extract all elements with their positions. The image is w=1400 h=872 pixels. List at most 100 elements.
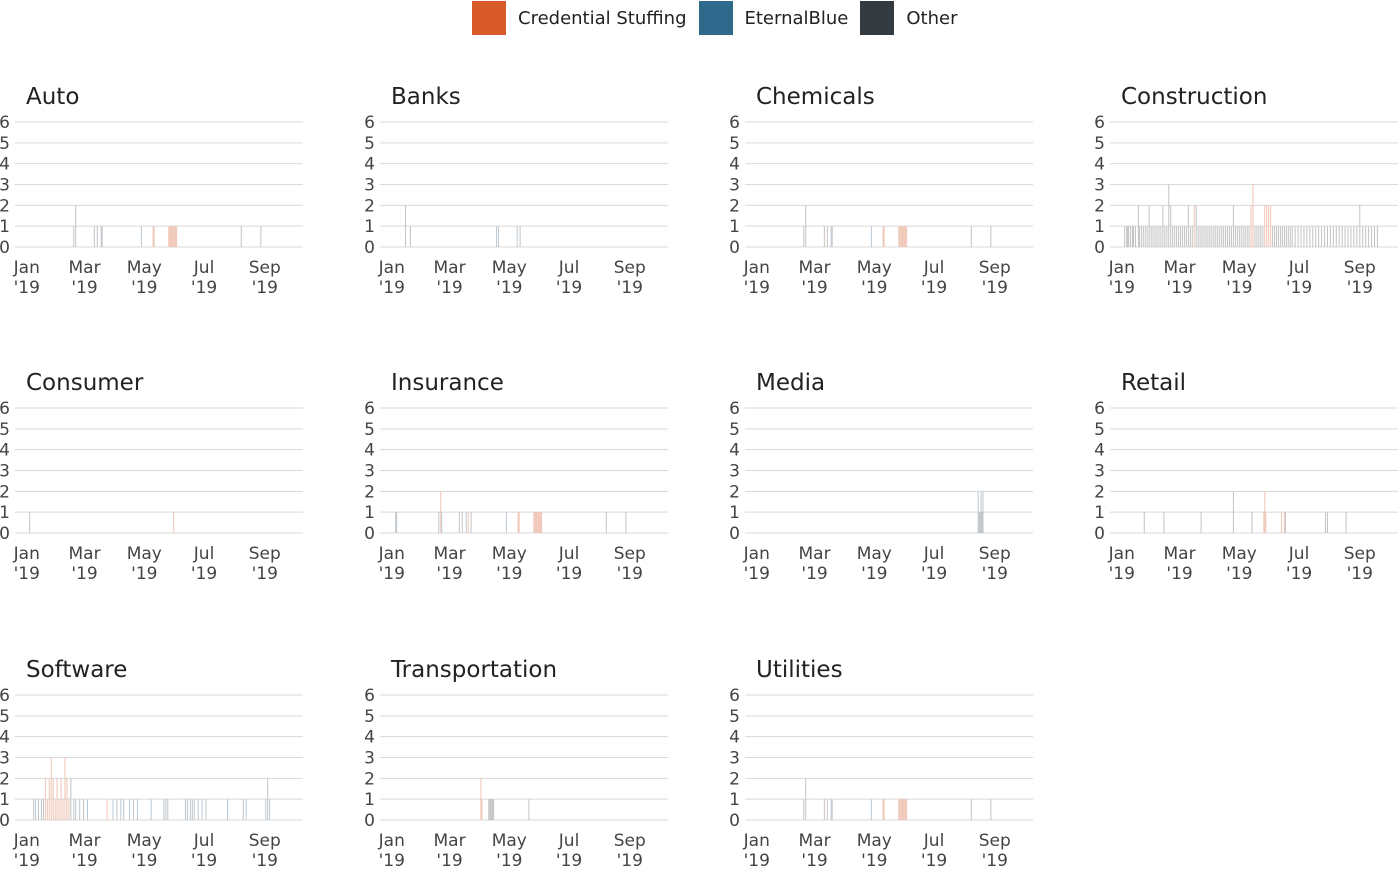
bar	[1191, 226, 1193, 247]
bar	[1248, 226, 1250, 247]
bar	[805, 205, 807, 247]
y-tick-label: 4	[364, 728, 375, 748]
bar	[176, 226, 178, 247]
bar	[903, 226, 905, 247]
bar	[1356, 226, 1358, 247]
bar	[1240, 226, 1242, 247]
bar	[465, 512, 467, 533]
bar	[493, 799, 495, 820]
y-tick-label: 3	[0, 749, 10, 769]
bar	[1284, 512, 1286, 533]
bar	[129, 799, 131, 820]
bar	[978, 512, 980, 533]
bar	[1341, 226, 1343, 247]
panel-title: Utilities	[756, 657, 843, 683]
bar	[831, 226, 833, 247]
bar	[1280, 512, 1282, 533]
x-tick-label: Mar '19	[799, 831, 831, 871]
x-tick-label: Jan '19	[378, 831, 405, 871]
legend-swatch-other	[860, 1, 895, 35]
bar	[1172, 226, 1174, 247]
bar	[1347, 226, 1349, 247]
legend-label: Credential Stuffing	[518, 7, 687, 29]
bar	[1309, 226, 1311, 247]
bar	[1230, 226, 1232, 247]
y-tick-label: 0	[729, 811, 740, 831]
bar	[1137, 205, 1139, 247]
y-tick-label: 5	[0, 134, 10, 154]
bar	[73, 799, 75, 820]
legend-item-credential-stuffing[interactable]: Credential Stuffing	[472, 1, 687, 35]
bar	[201, 799, 203, 820]
bar	[1221, 226, 1223, 247]
bar	[1368, 226, 1370, 247]
bar	[906, 226, 908, 247]
bar	[1142, 226, 1144, 247]
bar	[33, 799, 35, 820]
bar	[54, 799, 56, 820]
bar	[58, 799, 60, 820]
panel-title: Construction	[1121, 84, 1267, 110]
bar	[1138, 226, 1140, 247]
x-tick-label: Jan '19	[1108, 544, 1135, 584]
legend-item-eternalblue[interactable]: EternalBlue	[698, 1, 848, 35]
bar	[1132, 226, 1134, 247]
bar	[1321, 226, 1323, 247]
bar	[1270, 205, 1272, 247]
bar	[883, 226, 885, 247]
bar	[48, 778, 50, 820]
bar	[1265, 512, 1267, 533]
bar	[1211, 226, 1213, 247]
bar	[242, 799, 244, 820]
y-tick-label: 2	[729, 769, 740, 789]
y-tick-label: 0	[0, 811, 10, 831]
bar	[245, 799, 247, 820]
bar	[1146, 226, 1148, 247]
bar	[165, 799, 167, 820]
x-tick-label: May '19	[857, 258, 892, 298]
bar	[1126, 226, 1128, 247]
x-tick-label: Jul '19	[191, 258, 217, 298]
bar	[265, 799, 267, 820]
bar	[1283, 512, 1285, 533]
y-tick-label: 5	[364, 707, 375, 727]
y-tick-label: 6	[0, 113, 10, 133]
bar	[1158, 226, 1160, 247]
bar	[152, 226, 154, 247]
bar	[830, 799, 832, 820]
bar	[1227, 226, 1229, 247]
y-tick-label: 2	[364, 196, 375, 216]
bar	[826, 226, 828, 247]
legend-swatch-eternalblue	[698, 1, 733, 35]
legend-item-other[interactable]: Other	[860, 1, 957, 35]
x-tick-label: Sep '19	[249, 544, 281, 584]
x-tick-label: Mar '19	[69, 258, 101, 298]
bar	[227, 799, 229, 820]
bar	[480, 778, 482, 820]
bar	[539, 512, 541, 533]
x-tick-label: May '19	[1222, 544, 1257, 584]
bar	[1291, 226, 1293, 247]
bar	[458, 512, 460, 533]
bar	[1199, 226, 1201, 247]
bar	[1187, 205, 1189, 247]
y-tick-label: 6	[364, 113, 375, 133]
x-tick-label: Jul '19	[1286, 544, 1312, 584]
y-tick-label: 1	[1094, 217, 1105, 237]
bar	[205, 799, 207, 820]
bar	[260, 226, 262, 247]
bar	[136, 799, 138, 820]
y-tick-label: 0	[729, 524, 740, 544]
y-tick-label: 1	[0, 217, 10, 237]
bar	[1326, 512, 1328, 533]
bar	[1225, 226, 1227, 247]
bar	[269, 799, 271, 820]
bar	[528, 799, 530, 820]
x-tick-label: Jul '19	[921, 544, 947, 584]
bar	[990, 799, 992, 820]
y-tick-label: 3	[0, 176, 10, 196]
bar	[173, 226, 175, 247]
